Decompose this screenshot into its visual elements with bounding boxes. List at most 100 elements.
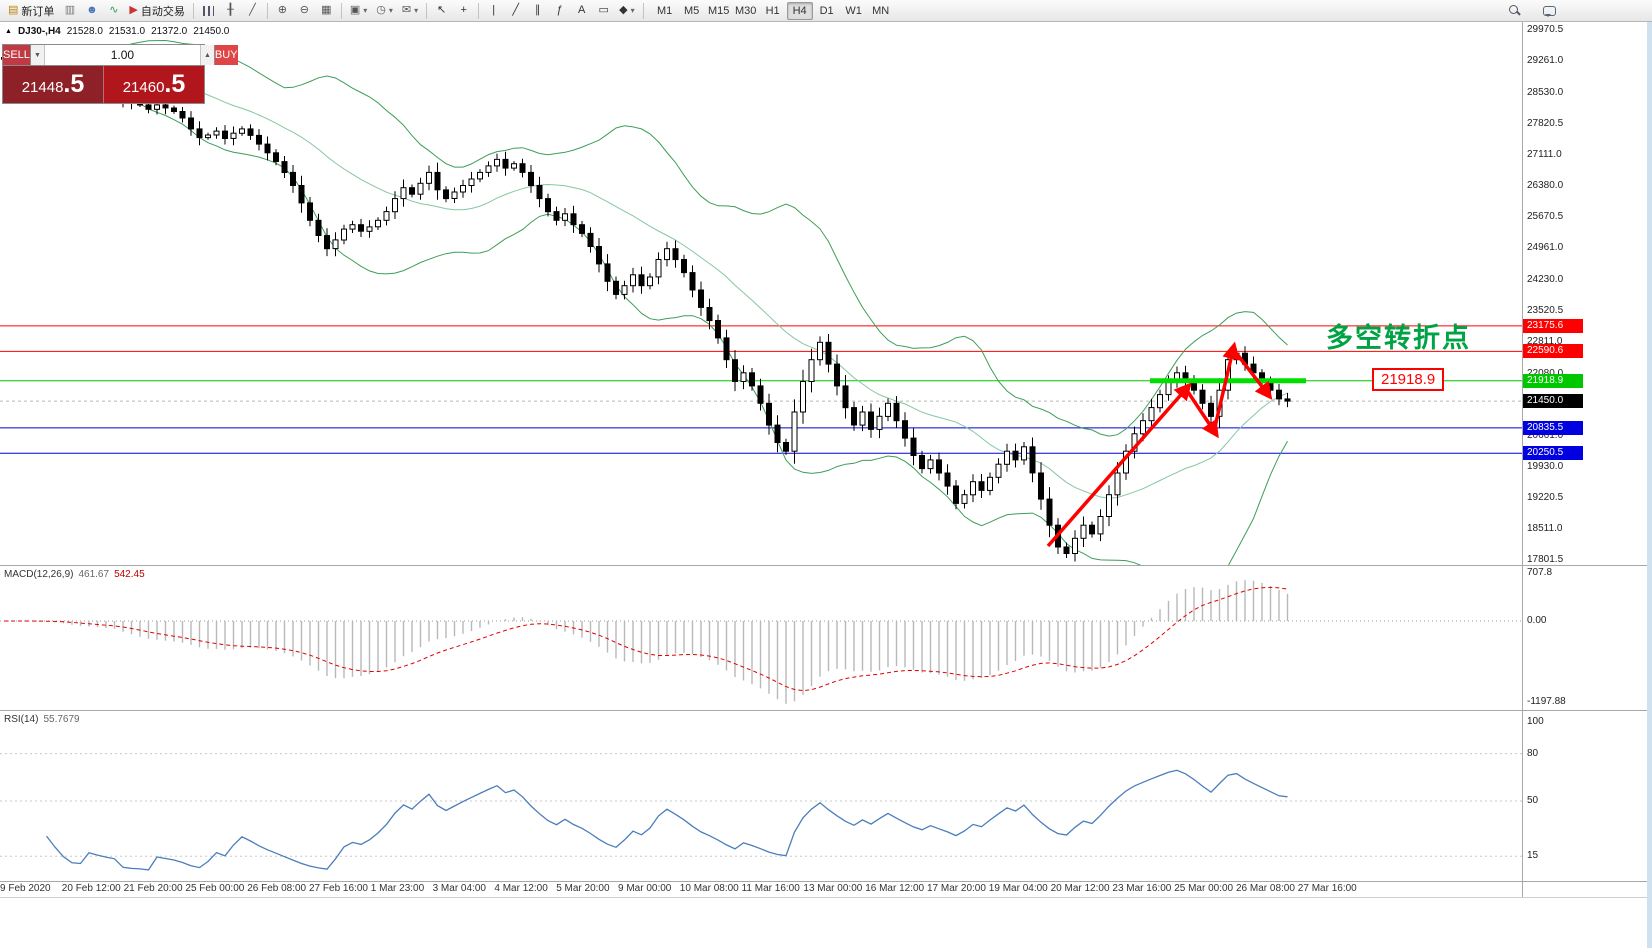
time-axis-label: 25 Mar 00:00	[1174, 883, 1234, 894]
signals-button[interactable]: ∿	[103, 1, 124, 20]
timeframe-button-m30[interactable]: M30	[733, 2, 759, 20]
zoom-in-icon: ⊕	[277, 4, 287, 16]
time-axis-label: 26 Feb 08:00	[247, 883, 307, 894]
crosshair-button[interactable]: +	[453, 1, 474, 20]
trade-panel-header-row: SELL ▼ ▲ BUY	[3, 45, 238, 66]
window-edge	[1647, 0, 1652, 948]
tile-windows-icon: ▦	[321, 4, 332, 16]
sell-button[interactable]: SELL	[3, 45, 30, 65]
time-axis-label: 1 Mar 23:00	[370, 883, 425, 894]
dropdown-caret-icon: ▾	[630, 6, 635, 15]
community-icon: ☻	[86, 4, 98, 16]
collapse-one-click-icon[interactable]: ▲	[5, 28, 12, 35]
zoom-out-button[interactable]: ⊖	[294, 1, 315, 20]
shapes-button[interactable]: ◆ ▾	[615, 1, 638, 20]
trade-panel-price-row: 21448 .5 21460 .5	[3, 66, 204, 103]
toolbar-button-label: 新订单	[21, 5, 55, 18]
new-chart-icon: ▣	[349, 4, 361, 16]
rsi-value: 55.7679	[43, 714, 80, 725]
macd-panel-separator[interactable]	[0, 565, 1652, 566]
time-axis-label: 4 Mar 12:00	[494, 883, 548, 894]
toolbar-buttons: ▤ 新订单 ▥ ☻ ∿ ▶ 自动交易 ╂ ╱ ⊕ ⊖ ▦ ▣ ▾ ◷ ▾ ✉ ▾ ↖ + | ╱ ∥ ƒ A ▭ ◆ ▾	[4, 1, 647, 20]
volume-decrease-button[interactable]: ▼	[30, 45, 45, 65]
dropdown-caret-icon: ▾	[388, 6, 393, 15]
timeframe-button-m15[interactable]: M15	[706, 2, 732, 20]
timeframe-button-mn[interactable]: MN	[868, 2, 894, 20]
time-axis-label: 17 Mar 20:00	[927, 883, 986, 894]
trendline-button[interactable]: ╱	[505, 1, 526, 20]
fibonacci-icon: ƒ	[556, 4, 563, 16]
chat-icon	[1543, 5, 1556, 17]
new-order-button[interactable]: ▤ 新订单	[4, 1, 58, 20]
vertical-line-button[interactable]: |	[483, 1, 504, 20]
buy-button[interactable]: BUY	[214, 45, 238, 65]
bar-low: 21372.0	[151, 26, 188, 37]
volume-increase-button[interactable]: ▲	[199, 45, 214, 65]
text-label-button[interactable]: ▭	[593, 1, 614, 20]
crosshair-icon: +	[460, 4, 467, 16]
main-toolbar: ▤ 新订单 ▥ ☻ ∿ ▶ 自动交易 ╂ ╱ ⊕ ⊖ ▦ ▣ ▾ ◷ ▾ ✉ ▾ ↖ + | ╱ ∥ ƒ A ▭ ◆ ▾ M1 M5 M1…	[0, 0, 1652, 22]
time-axis-label: 9 Feb 2020	[0, 883, 51, 894]
timeframe-button-h4[interactable]: H4	[786, 1, 813, 20]
time-axis-label: 25 Feb 00:00	[185, 883, 245, 894]
toolbar-separator	[192, 2, 194, 19]
autotrading-button[interactable]: ▶ 自动交易	[125, 1, 188, 20]
tile-windows-button[interactable]: ▦	[316, 1, 337, 20]
turning-point-annotation: 多空转折点	[1326, 323, 1471, 353]
time-axis: 9 Feb 2020 20 Feb 12:00 21 Feb 20:00 25 Feb…	[0, 883, 1652, 897]
equidistant-channel-button[interactable]: ∥	[527, 1, 548, 20]
chat-button[interactable]	[1539, 1, 1560, 20]
macd-signal-value: 542.45	[114, 569, 145, 580]
bar-high: 21531.0	[108, 26, 146, 37]
toolbar-separator	[642, 2, 644, 19]
time-axis-label: 23 Mar 16:00	[1112, 883, 1172, 894]
candlestick-button[interactable]: ╂	[220, 1, 241, 20]
trendline-icon: ╱	[512, 4, 519, 16]
text-button[interactable]: A	[571, 1, 592, 20]
toolbar-separator	[426, 2, 428, 19]
autotrading-icon: ▶	[129, 4, 138, 16]
line-chart-icon: ╱	[249, 4, 256, 16]
time-axis-label: 13 Mar 00:00	[803, 883, 863, 894]
timeframe-button-w1[interactable]: W1	[841, 2, 867, 20]
time-axis-label: 27 Mar 16:00	[1297, 883, 1357, 894]
zoom-in-button[interactable]: ⊕	[272, 1, 293, 20]
rsi-name: RSI(14)	[4, 714, 39, 725]
dropdown-caret-icon: ▾	[363, 6, 368, 15]
shapes-icon: ◆	[619, 4, 628, 16]
bar-chart-button[interactable]	[198, 1, 219, 20]
time-axis-label: 10 Mar 08:00	[679, 883, 739, 894]
rsi-panel-separator[interactable]	[0, 710, 1652, 711]
sell-price-display[interactable]: 21448 .5	[3, 66, 104, 103]
periods-button[interactable]: ◷ ▾	[372, 1, 397, 20]
chart-window-button[interactable]: ▥	[59, 1, 80, 20]
symbol-name: DJ30-,H4	[17, 26, 61, 37]
line-chart-button[interactable]: ╱	[242, 1, 263, 20]
toolbar-separator	[340, 2, 342, 19]
sell-price-frac: .5	[63, 70, 85, 98]
timeframe-button-m1[interactable]: M1	[652, 2, 678, 20]
fibonacci-button[interactable]: ƒ	[549, 1, 570, 20]
periods-icon: ◷	[376, 4, 386, 16]
time-axis-label: 20 Feb 12:00	[61, 883, 121, 894]
bar-open: 21528.0	[66, 26, 103, 37]
timeframe-button-d1[interactable]: D1	[814, 2, 840, 20]
dropdown-caret-icon: ▾	[414, 6, 419, 15]
toolbar-right-group	[1504, 1, 1560, 20]
cursor-button[interactable]: ↖	[431, 1, 452, 20]
search-button[interactable]	[1504, 1, 1525, 20]
buy-price-display[interactable]: 21460 .5	[104, 66, 204, 103]
bar-close: 21450.0	[193, 26, 230, 37]
buy-price-frac: .5	[164, 70, 186, 98]
templates-button[interactable]: ✉ ▾	[398, 1, 422, 20]
toolbar-separator	[266, 2, 268, 19]
volume-input[interactable]	[44, 45, 200, 65]
timeframe-button-m5[interactable]: M5	[679, 2, 705, 20]
new-chart-button[interactable]: ▣ ▾	[346, 1, 371, 20]
macd-name: MACD(12,26,9)	[4, 569, 74, 580]
community-button[interactable]: ☻	[81, 1, 102, 20]
timeframe-button-h1[interactable]: H1	[760, 2, 786, 20]
time-axis-label: 3 Mar 04:00	[432, 883, 486, 894]
